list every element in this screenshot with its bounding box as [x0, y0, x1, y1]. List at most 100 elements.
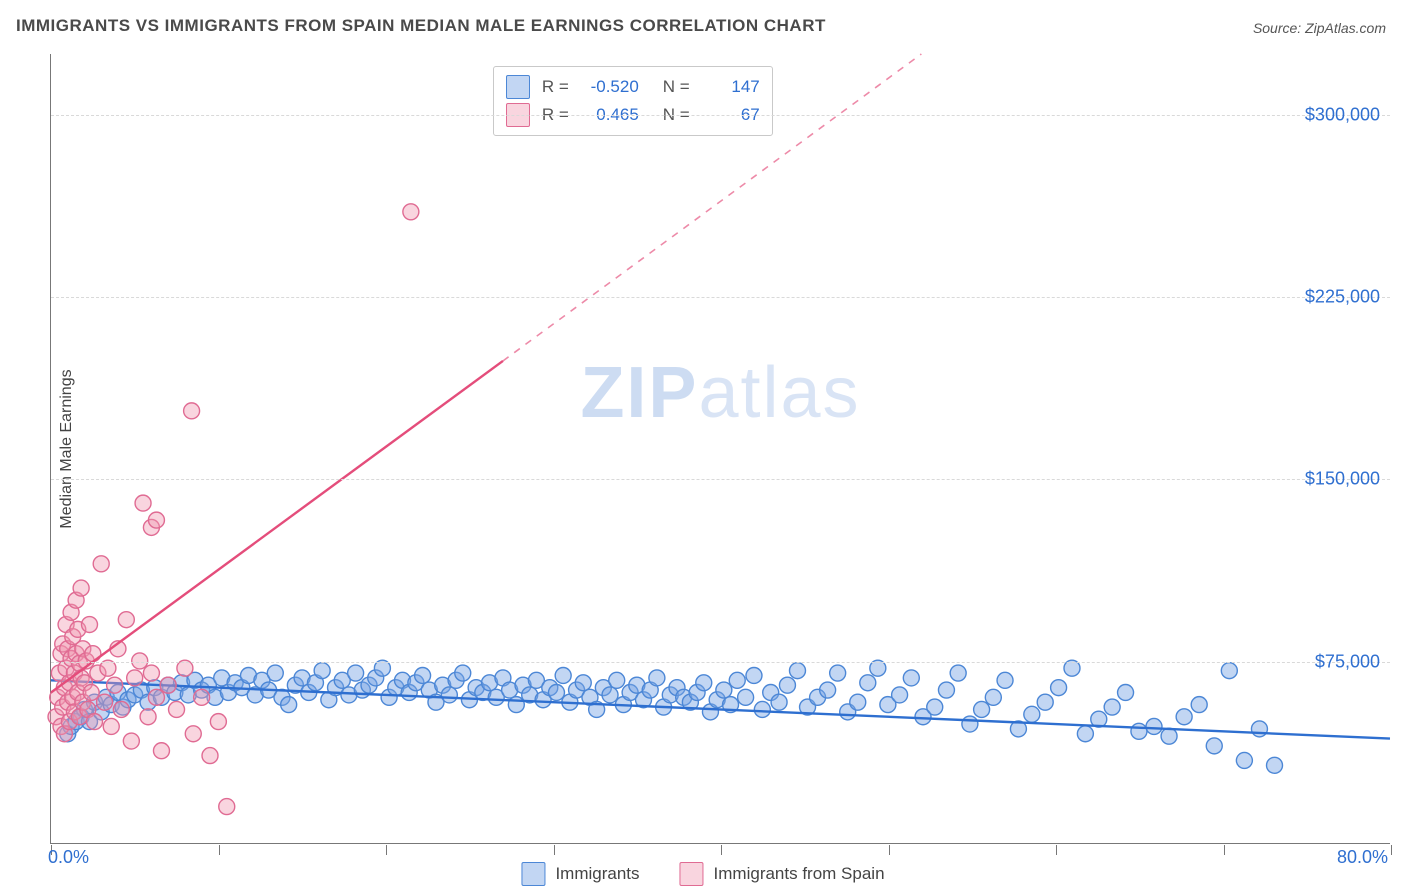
- data-point: [602, 687, 618, 703]
- data-point: [950, 665, 966, 681]
- legend-swatch-immigrants: [521, 862, 545, 886]
- data-point: [985, 689, 1001, 705]
- data-point: [649, 670, 665, 686]
- gridline-h: [51, 662, 1390, 663]
- x-axis-end-label: 80.0%: [1337, 847, 1388, 868]
- data-point: [938, 682, 954, 698]
- trendline-solid: [51, 361, 503, 693]
- data-point: [1236, 752, 1252, 768]
- x-tick: [889, 845, 890, 855]
- data-point: [93, 556, 109, 572]
- data-point: [729, 672, 745, 688]
- trendline-dashed: [503, 54, 921, 361]
- data-point: [892, 687, 908, 703]
- data-point: [830, 665, 846, 681]
- data-point: [738, 689, 754, 705]
- data-point: [548, 684, 564, 700]
- data-point: [202, 748, 218, 764]
- data-point: [771, 694, 787, 710]
- data-point: [160, 677, 176, 693]
- legend-label-spain: Immigrants from Spain: [714, 864, 885, 884]
- data-point: [82, 617, 98, 633]
- x-tick: [219, 845, 220, 855]
- plot-svg: [51, 54, 1390, 843]
- data-point: [185, 726, 201, 742]
- x-axis-start-label: 0.0%: [48, 847, 89, 868]
- data-point: [455, 665, 471, 681]
- data-point: [1104, 699, 1120, 715]
- data-point: [1206, 738, 1222, 754]
- data-point: [219, 799, 235, 815]
- data-point: [1037, 694, 1053, 710]
- data-point: [169, 701, 185, 717]
- x-tick: [1224, 845, 1225, 855]
- gridline-h: [51, 297, 1390, 298]
- bottom-legend: Immigrants Immigrants from Spain: [521, 862, 884, 886]
- data-point: [140, 709, 156, 725]
- data-point: [85, 646, 101, 662]
- data-point: [927, 699, 943, 715]
- y-tick-label: $300,000: [1305, 104, 1380, 125]
- x-tick: [554, 845, 555, 855]
- gridline-h: [51, 479, 1390, 480]
- data-point: [860, 675, 876, 691]
- data-point: [148, 689, 164, 705]
- chart-area: Median Male Earnings ZIPatlas R =-0.520N…: [50, 54, 1390, 844]
- gridline-h: [51, 115, 1390, 116]
- data-point: [441, 687, 457, 703]
- data-point: [850, 694, 866, 710]
- data-point: [184, 403, 200, 419]
- data-point: [1024, 706, 1040, 722]
- data-point: [1251, 721, 1267, 737]
- data-point: [903, 670, 919, 686]
- data-point: [1191, 697, 1207, 713]
- chart-source: Source: ZipAtlas.com: [1253, 20, 1386, 36]
- data-point: [1051, 680, 1067, 696]
- data-point: [1161, 728, 1177, 744]
- data-point: [555, 667, 571, 683]
- data-point: [1077, 726, 1093, 742]
- data-point: [153, 743, 169, 759]
- y-tick-label: $225,000: [1305, 287, 1380, 308]
- data-point: [575, 675, 591, 691]
- data-point: [267, 665, 283, 681]
- data-point: [997, 672, 1013, 688]
- data-point: [83, 684, 99, 700]
- data-point: [281, 697, 297, 713]
- data-point: [746, 667, 762, 683]
- x-tick: [1056, 845, 1057, 855]
- data-point: [1176, 709, 1192, 725]
- data-point: [962, 716, 978, 732]
- data-point: [73, 580, 89, 596]
- data-point: [609, 672, 625, 688]
- x-tick: [386, 845, 387, 855]
- data-point: [148, 512, 164, 528]
- data-point: [314, 663, 330, 679]
- legend-swatch-spain: [680, 862, 704, 886]
- data-point: [113, 701, 129, 717]
- legend-item-spain: Immigrants from Spain: [680, 862, 885, 886]
- data-point: [1267, 757, 1283, 773]
- data-point: [1221, 663, 1237, 679]
- data-point: [348, 665, 364, 681]
- data-point: [1146, 718, 1162, 734]
- data-point: [415, 667, 431, 683]
- x-tick: [721, 845, 722, 855]
- data-point: [103, 718, 119, 734]
- legend-item-immigrants: Immigrants: [521, 862, 639, 886]
- data-point: [1131, 723, 1147, 739]
- data-point: [754, 701, 770, 717]
- data-point: [135, 495, 151, 511]
- data-point: [107, 677, 123, 693]
- y-tick-label: $75,000: [1315, 651, 1380, 672]
- data-point: [508, 697, 524, 713]
- legend-label-immigrants: Immigrants: [555, 864, 639, 884]
- data-point: [123, 733, 139, 749]
- chart-title: IMMIGRANTS VS IMMIGRANTS FROM SPAIN MEDI…: [16, 16, 826, 36]
- data-point: [210, 714, 226, 730]
- data-point: [194, 689, 210, 705]
- data-point: [1118, 684, 1134, 700]
- data-point: [820, 682, 836, 698]
- data-point: [118, 612, 134, 628]
- data-point: [779, 677, 795, 693]
